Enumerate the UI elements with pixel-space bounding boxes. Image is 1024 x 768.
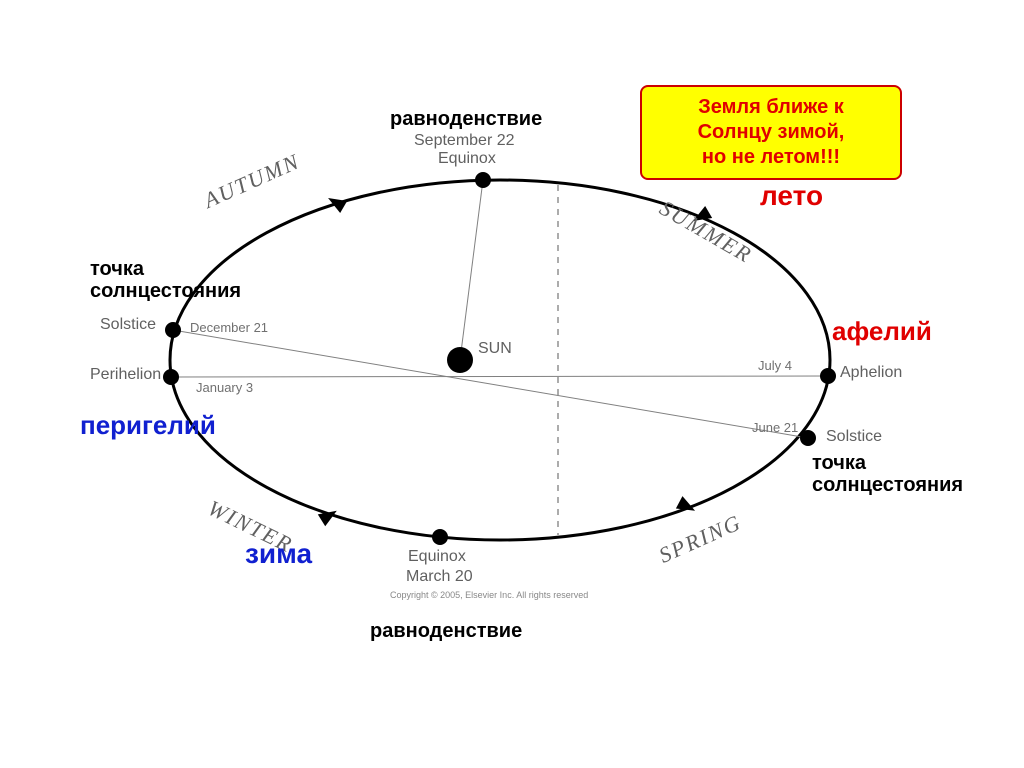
point-aphelion xyxy=(820,368,836,384)
point-perihelion xyxy=(163,369,179,385)
label-left-solstice-en: Solstice xyxy=(100,316,156,334)
season-winter-ru: зима xyxy=(245,538,312,570)
label-top-equinox-ru: равноденствие xyxy=(390,108,542,131)
callout-line3: но не летом!!! xyxy=(702,146,840,168)
label-sun: SUN xyxy=(478,340,512,358)
point-bot-equinox xyxy=(432,529,448,545)
label-right-solstice-ru: точкасолнцестояния xyxy=(812,452,963,496)
label-right-solstice-en: Solstice xyxy=(826,428,882,446)
point-top-equinox xyxy=(475,172,491,188)
label-aphelion-ru: афелий xyxy=(832,316,932,347)
label-perihelion-date: January 3 xyxy=(196,380,253,395)
callout-line1: Земля ближе к xyxy=(698,96,844,118)
line-equinox-to-sun xyxy=(460,180,483,360)
label-perihelion-ru: перигелий xyxy=(80,410,216,441)
label-top-equinox-en: Equinox xyxy=(438,150,496,168)
label-aphelion-en: Aphelion xyxy=(840,364,902,382)
label-bot-equinox-date: March 20 xyxy=(406,568,473,586)
label-top-equinox-date: September 22 xyxy=(414,132,515,150)
orbit-arrow-top-left xyxy=(325,192,348,213)
label-left-solstice-date: December 21 xyxy=(190,320,268,335)
callout-box: Земля ближе к Солнцу зимой, но не летом!… xyxy=(640,85,902,180)
label-right-solstice-date: June 21 xyxy=(752,420,798,435)
line-perihelion-aphelion xyxy=(171,376,828,377)
label-aphelion-date: July 4 xyxy=(758,358,792,373)
point-right-solstice xyxy=(800,430,816,446)
label-perihelion-en: Perihelion xyxy=(90,366,161,384)
season-summer-ru: лето xyxy=(760,180,823,212)
callout-line2: Солнцу зимой, xyxy=(698,121,845,143)
point-left-solstice xyxy=(165,322,181,338)
label-left-solstice-ru: точкасолнцестояния xyxy=(90,258,241,302)
sun-marker xyxy=(447,347,473,373)
label-bot-equinox-ru: равноденствие xyxy=(370,620,522,643)
label-bot-equinox-en: Equinox xyxy=(408,548,466,566)
copyright-text: Copyright © 2005, Elsevier Inc. All righ… xyxy=(390,590,588,600)
